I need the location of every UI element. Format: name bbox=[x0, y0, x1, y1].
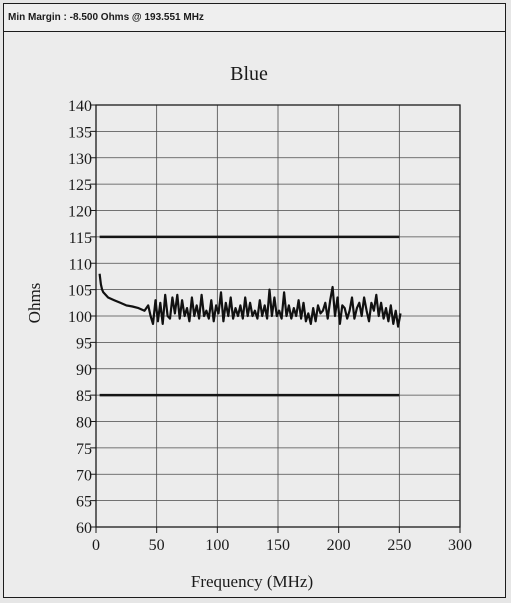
y-tick-label: 110 bbox=[69, 256, 92, 273]
impedance-series bbox=[98, 273, 402, 328]
y-tick-label: 130 bbox=[68, 151, 92, 168]
y-tick-label: 120 bbox=[68, 204, 92, 221]
y-tick-label: 105 bbox=[68, 283, 92, 300]
x-tick-label: 0 bbox=[92, 537, 100, 554]
limit-lines bbox=[99, 235, 400, 397]
y-tick-label: 90 bbox=[76, 362, 92, 379]
chart-title: Blue bbox=[230, 63, 268, 85]
y-tick-label: 140 bbox=[68, 98, 92, 115]
y-tick-label: 80 bbox=[76, 415, 92, 432]
y-tick-label: 85 bbox=[76, 388, 92, 405]
y-tick-label: 95 bbox=[76, 335, 92, 352]
x-tick-label: 150 bbox=[266, 537, 290, 554]
y-axis-label: Ohms bbox=[25, 283, 44, 324]
y-tick-label: 125 bbox=[68, 177, 92, 194]
y-tick-label: 100 bbox=[68, 309, 92, 326]
impedance-trace bbox=[98, 273, 402, 328]
chart-panel: Min Margin : -8.500 Ohms @ 193.551 MHz B… bbox=[3, 3, 506, 598]
x-tick-label: 200 bbox=[327, 537, 351, 554]
x-tick-label: 50 bbox=[149, 537, 165, 554]
x-axis-label: Frequency (MHz) bbox=[191, 572, 313, 591]
y-tick-label: 70 bbox=[76, 467, 92, 484]
y-tick-label: 135 bbox=[68, 124, 92, 141]
min-margin-text: Min Margin : -8.500 Ohms @ 193.551 MHz bbox=[8, 12, 204, 23]
min-margin-header: Min Margin : -8.500 Ohms @ 193.551 MHz bbox=[4, 4, 505, 32]
y-axis-ticks: 60 65 70 75 80 85 90 95 100 105 110 115 120 125 130 135… bbox=[68, 98, 96, 537]
y-tick-label: 115 bbox=[69, 230, 92, 247]
x-tick-label: 100 bbox=[205, 537, 229, 554]
y-tick-label: 65 bbox=[76, 494, 92, 511]
x-tick-label: 250 bbox=[387, 537, 411, 554]
x-axis-ticks: 0 50 100 150 200 250 300 bbox=[92, 527, 472, 554]
impedance-chart: Blue 60 65 70 75 80 85 90 95 100 105 110 115 120 125 1… bbox=[25, 63, 472, 591]
x-tick-label: 300 bbox=[448, 537, 472, 554]
y-tick-label: 60 bbox=[76, 520, 92, 537]
y-tick-label: 75 bbox=[76, 441, 92, 458]
